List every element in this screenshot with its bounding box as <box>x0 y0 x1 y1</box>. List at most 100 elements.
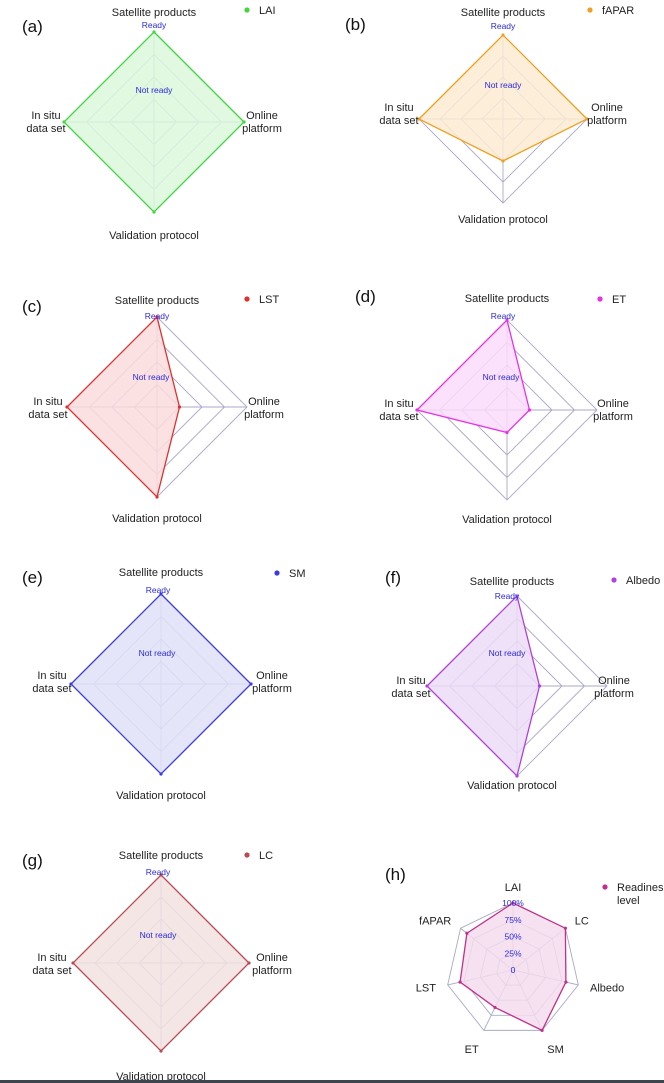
axis-label-validation-protocol-line: Validation protocol <box>458 214 548 226</box>
axis-label-satellite-products-line: Satellite products <box>461 7 546 19</box>
data-point <box>159 772 163 776</box>
axis-label-in-situ-data-set-line: In situ <box>396 675 425 687</box>
axis-label-online-platform-line: platform <box>244 409 284 421</box>
axis-label-online-platform-line: Online <box>598 675 630 687</box>
axis-label-online-platform-line: Online <box>256 952 288 964</box>
data-point <box>155 315 159 319</box>
axis-label-albedo-line: Albedo <box>590 983 624 995</box>
radar-panel-e: (e) Satellite products Online platform Valid… <box>22 567 306 802</box>
axis-label-validation-protocol-line: Validation protocol <box>116 790 206 802</box>
legend-label-line: Albedo <box>626 575 660 587</box>
axis-label-satellite-products: Satellite products <box>470 576 555 588</box>
status-label-ready: Ready <box>146 585 171 595</box>
axis-label-online-platform-line: Online <box>248 396 280 408</box>
data-point <box>152 30 156 34</box>
axis-label-in-situ-data-set-line: In situ <box>33 396 62 408</box>
legend-marker <box>602 884 608 890</box>
axis-label-fapar-line: fAPAR <box>419 916 451 928</box>
axis-label-fapar: fAPAR <box>419 916 451 928</box>
axis-label-satellite-products-line: Satellite products <box>470 576 555 588</box>
axis-label-in-situ-data-set: In situ data set <box>379 398 418 423</box>
axis-label-in-situ-data-set-line: data set <box>32 965 71 977</box>
data-point <box>515 774 519 778</box>
data-point <box>515 594 519 598</box>
legend-marker <box>274 570 280 576</box>
axis-label-online-platform: Online platform <box>594 675 634 700</box>
axis-label-in-situ-data-set: In situ data set <box>32 952 71 977</box>
axis-label-in-situ-data-set-line: data set <box>391 688 430 700</box>
panel-label: (f) <box>385 568 401 587</box>
data-point <box>501 33 505 37</box>
data-point <box>501 159 505 163</box>
legend-marker <box>244 7 250 13</box>
legend: LC <box>244 850 273 862</box>
panel-label: (a) <box>22 17 43 36</box>
status-label-not-ready: Not ready <box>140 930 178 940</box>
axis-label-validation-protocol-line: Validation protocol <box>467 780 557 792</box>
axis-label-in-situ-data-set: In situ data set <box>26 110 65 135</box>
axis-label-in-situ-data-set-line: data set <box>379 411 418 423</box>
axis-label-validation-protocol-line: Validation protocol <box>109 230 199 242</box>
axis-label-online-platform: Online platform <box>244 396 284 421</box>
panel-label: (d) <box>355 287 376 306</box>
data-point <box>511 901 515 905</box>
axis-label-online-platform: Online platform <box>252 952 292 977</box>
axis-label-albedo: Albedo <box>590 983 624 995</box>
status-label-ready: Ready <box>146 867 171 877</box>
radar-panel-a: (a) Satellite products Online platform Valid… <box>22 5 282 242</box>
axis-label-in-situ-data-set: In situ data set <box>379 102 418 127</box>
axis-label-in-situ-data-set: In situ data set <box>32 670 71 695</box>
radar-panel-h: (h) LAI LC Albedo SM ET LST fAPAR 0 25% 50% 75% 100%… <box>385 865 664 1056</box>
legend: Readines level <box>602 882 664 907</box>
legend-label: Readines level <box>617 882 664 907</box>
data-point <box>159 1049 163 1053</box>
panel-label: (c) <box>22 297 42 316</box>
data-point <box>505 318 509 322</box>
axis-label-online-platform: Online platform <box>587 102 627 127</box>
axis-label-sm-line: SM <box>547 1044 564 1056</box>
data-point <box>71 961 75 965</box>
data-point <box>247 961 251 965</box>
status-label-not-ready: Not ready <box>133 372 171 382</box>
status-label-not-ready: Not ready <box>483 372 521 382</box>
status-label-ready: Ready <box>491 21 516 31</box>
axis-label-et-line: ET <box>465 1044 479 1056</box>
legend: LAI <box>244 5 276 17</box>
axis-label-in-situ-data-set-line: data set <box>379 115 418 127</box>
axis-label-online-platform-line: Online <box>256 670 288 682</box>
legend-label: fAPAR <box>602 5 634 17</box>
series-area-readiness-level <box>459 902 567 1032</box>
data-point <box>177 405 182 409</box>
axis-label-satellite-products: Satellite products <box>465 293 550 305</box>
tick-label: 25% <box>504 948 521 958</box>
data-point <box>527 408 532 412</box>
axis-label-online-platform-line: platform <box>587 115 627 127</box>
legend-label: LST <box>259 294 279 306</box>
axis-label-validation-protocol: Validation protocol <box>458 214 548 226</box>
axis-label-in-situ-data-set-line: In situ <box>37 952 66 964</box>
axis-label-in-situ-data-set-line: In situ <box>31 110 60 122</box>
axis-label-online-platform-line: Online <box>246 110 278 122</box>
axis-label-satellite-products: Satellite products <box>112 7 197 19</box>
axis-label-in-situ-data-set-line: data set <box>26 123 65 135</box>
legend: Albedo <box>611 575 660 587</box>
data-point <box>417 117 421 121</box>
legend-label: ET <box>612 294 626 306</box>
axis-label-lai-line: LAI <box>505 882 522 894</box>
axis-label-sm: SM <box>547 1044 564 1056</box>
legend: LST <box>244 294 279 306</box>
data-point <box>415 408 419 412</box>
axis-label-satellite-products: Satellite products <box>119 850 204 862</box>
axis-label-online-platform-line: platform <box>594 688 634 700</box>
legend-label: SM <box>289 568 306 580</box>
axis-label-validation-protocol: Validation protocol <box>467 780 557 792</box>
axis-label-validation-protocol: Validation protocol <box>462 514 552 526</box>
panel-label: (h) <box>385 865 406 884</box>
legend-label: LC <box>259 850 273 862</box>
legend-marker <box>244 296 250 302</box>
legend-label-line: SM <box>289 568 306 580</box>
axis-label-validation-protocol-line: Validation protocol <box>462 514 552 526</box>
legend: ET <box>597 294 626 306</box>
axis-label-satellite-products-line: Satellite products <box>119 567 204 579</box>
